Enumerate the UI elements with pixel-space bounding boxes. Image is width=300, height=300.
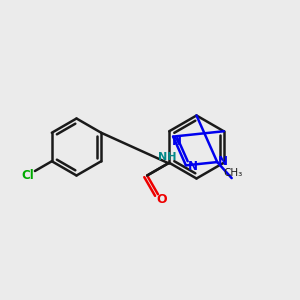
Text: Cl: Cl (21, 169, 34, 182)
Text: N: N (188, 160, 197, 173)
Text: O: O (156, 194, 166, 206)
Text: N: N (172, 135, 182, 148)
Text: CH₃: CH₃ (224, 168, 243, 178)
Text: N: N (218, 155, 228, 168)
Text: NH: NH (158, 152, 176, 162)
